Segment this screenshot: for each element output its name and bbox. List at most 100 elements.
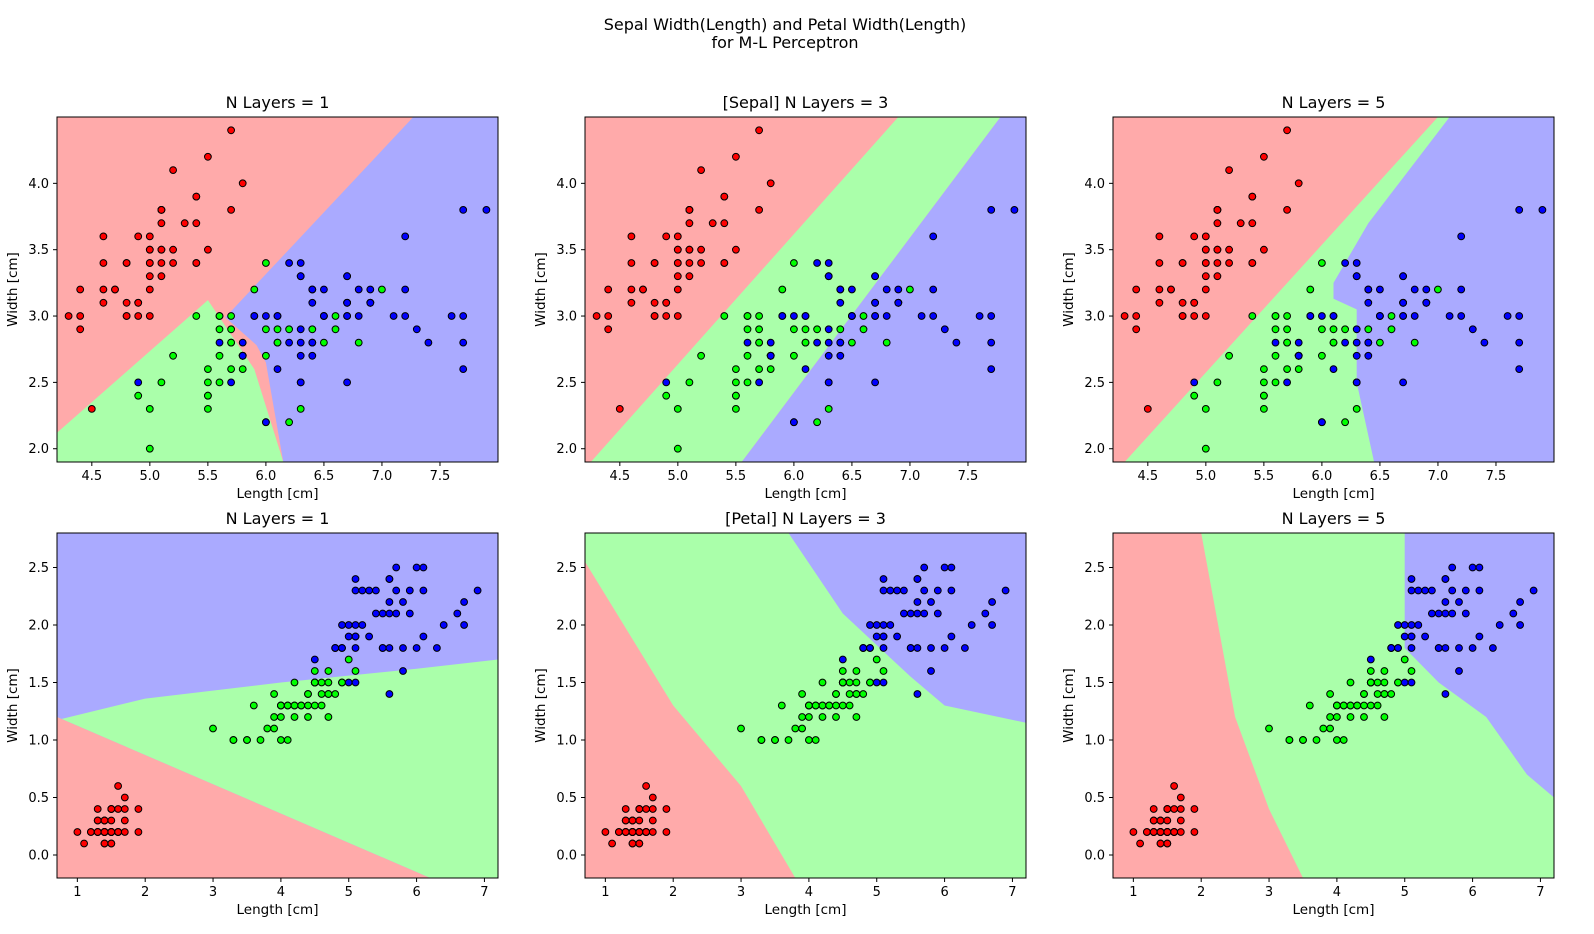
data-point	[1213, 245, 1222, 254]
data-point	[1428, 609, 1436, 618]
data-point	[1213, 272, 1222, 281]
x-tick-label: 3	[209, 885, 217, 900]
data-point	[866, 678, 874, 687]
data-point	[1225, 245, 1233, 254]
data-point	[832, 690, 840, 698]
data-point	[273, 325, 282, 334]
data-point	[1283, 206, 1291, 214]
data-point	[1445, 312, 1454, 320]
data-point	[296, 405, 305, 413]
data-point	[157, 378, 166, 387]
x-tick-label: 1	[601, 885, 609, 900]
data-point	[145, 245, 154, 254]
data-point	[93, 828, 102, 836]
data-point	[317, 690, 326, 698]
data-point	[886, 621, 895, 629]
data-point	[1399, 312, 1407, 320]
data-point	[673, 232, 682, 241]
data-point	[1143, 828, 1151, 836]
data-point	[848, 285, 856, 294]
data-point	[832, 701, 840, 710]
data-point	[145, 405, 154, 413]
data-point	[1265, 724, 1273, 733]
data-point	[1132, 285, 1141, 294]
data-point	[273, 365, 282, 374]
data-point	[460, 598, 469, 606]
data-point	[1422, 298, 1431, 307]
data-point	[285, 259, 294, 267]
data-point	[1455, 598, 1463, 606]
data-point	[378, 609, 387, 618]
data-point	[859, 644, 868, 652]
data-point	[227, 206, 236, 214]
data-point	[1421, 632, 1429, 641]
data-point	[1294, 338, 1303, 347]
data-point	[805, 736, 813, 744]
data-point	[1448, 563, 1457, 572]
x-tick-label: 4.5	[81, 469, 102, 484]
data-point	[273, 338, 282, 347]
data-point	[648, 828, 657, 836]
data-point	[836, 325, 845, 334]
data-point	[685, 378, 694, 387]
data-point	[134, 391, 143, 400]
data-point	[1410, 312, 1419, 320]
data-point	[87, 828, 95, 836]
data-point	[627, 259, 636, 267]
data-point	[1260, 365, 1268, 374]
x-tick-label: 7	[480, 885, 488, 900]
data-point	[204, 152, 212, 161]
axes-frame	[56, 116, 499, 463]
data-point	[344, 621, 353, 629]
data-point	[940, 325, 949, 334]
decision-regions	[1113, 533, 1554, 878]
data-point	[1495, 621, 1504, 629]
data-point	[824, 351, 833, 360]
data-point	[1176, 805, 1185, 813]
data-point	[893, 586, 901, 595]
data-point	[621, 828, 630, 836]
data-point	[1448, 586, 1457, 595]
data-point	[685, 259, 694, 267]
data-point	[900, 586, 908, 595]
data-point	[1515, 338, 1524, 347]
subplot-title: N Layers = 5	[1282, 93, 1386, 112]
data-point	[1271, 378, 1280, 387]
y-tick-label: 4.0	[1084, 177, 1105, 192]
data-point	[635, 828, 644, 836]
data-point	[238, 351, 247, 360]
data-point	[927, 598, 935, 606]
data-point	[673, 272, 682, 281]
data-point	[338, 678, 346, 687]
data-point	[460, 621, 469, 629]
data-point	[100, 816, 109, 825]
data-point	[940, 563, 949, 572]
data-point	[344, 678, 353, 687]
data-point	[405, 609, 414, 618]
data-point	[482, 206, 491, 214]
data-point	[824, 405, 833, 413]
data-point	[1176, 816, 1185, 825]
data-point	[732, 378, 740, 387]
data-point	[859, 690, 868, 698]
data-point	[1407, 678, 1416, 687]
data-point	[1190, 232, 1199, 241]
data-point	[805, 701, 813, 710]
data-point	[743, 378, 752, 387]
data-point	[838, 667, 847, 675]
data-point	[848, 312, 856, 320]
data-point	[642, 828, 650, 836]
data-point	[215, 325, 224, 334]
subplot-title: N Layers = 5	[1282, 509, 1386, 528]
data-point	[1326, 690, 1334, 698]
data-point	[648, 816, 657, 825]
data-point	[1156, 828, 1165, 836]
data-point	[836, 298, 845, 307]
data-point	[204, 391, 212, 400]
data-point	[366, 285, 375, 294]
data-point	[1329, 365, 1338, 374]
y-tick-label: 3.0	[556, 310, 577, 325]
data-point	[975, 312, 984, 320]
data-point	[1190, 828, 1199, 836]
data-point	[385, 575, 394, 583]
